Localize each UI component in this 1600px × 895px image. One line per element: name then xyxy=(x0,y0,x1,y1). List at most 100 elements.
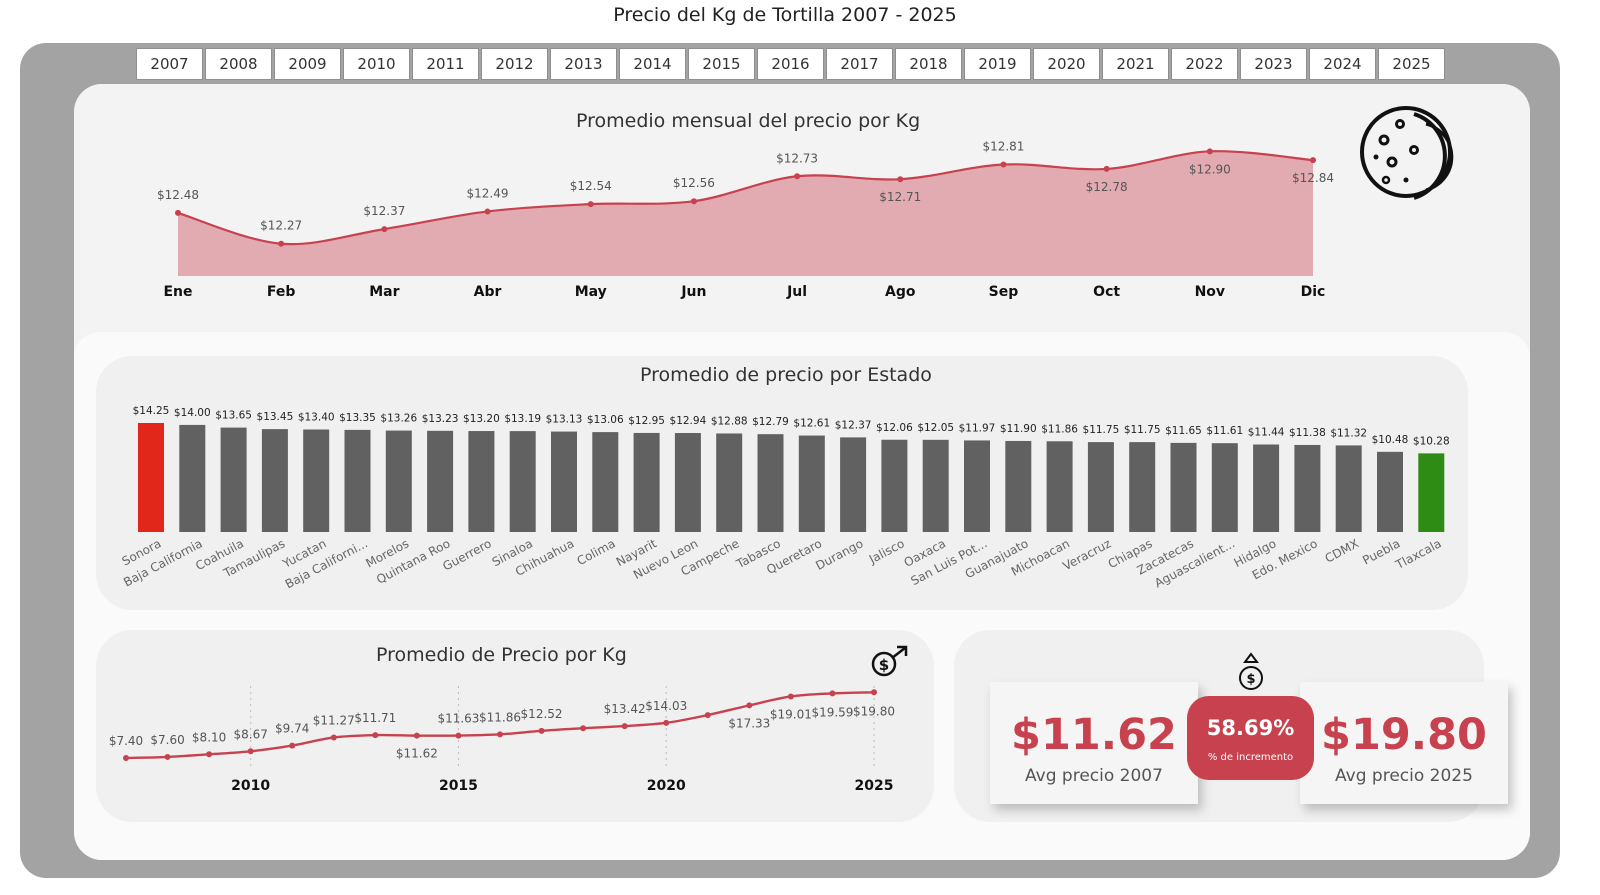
yearly-point[interactable] xyxy=(871,689,877,696)
yearly-point[interactable] xyxy=(704,712,711,719)
yearly-point[interactable] xyxy=(413,732,420,739)
state-bar[interactable] xyxy=(881,439,908,532)
yearly-value-label: $19.59 xyxy=(811,705,853,719)
state-bar[interactable] xyxy=(344,429,371,532)
state-bar[interactable] xyxy=(509,431,536,532)
yearly-point[interactable] xyxy=(746,702,753,709)
state-bar[interactable] xyxy=(592,432,619,532)
state-bar[interactable] xyxy=(757,434,784,532)
state-bar[interactable] xyxy=(1087,442,1114,532)
year-button-2009[interactable]: 2009 xyxy=(274,48,341,80)
year-button-2025[interactable]: 2025 xyxy=(1378,48,1445,80)
yearly-point[interactable] xyxy=(330,734,337,741)
yearly-point[interactable] xyxy=(787,693,794,700)
year-button-2012[interactable]: 2012 xyxy=(481,48,548,80)
year-button-2017[interactable]: 2017 xyxy=(826,48,893,80)
state-bar[interactable] xyxy=(1211,443,1238,532)
monthly-point[interactable] xyxy=(484,208,491,215)
year-button-2015[interactable]: 2015 xyxy=(688,48,755,80)
monthly-value-label: $12.73 xyxy=(776,151,818,165)
yearly-point[interactable] xyxy=(829,690,836,697)
state-category-label: CDMX xyxy=(1323,536,1362,565)
state-bar[interactable] xyxy=(427,430,454,532)
monthly-point[interactable] xyxy=(1310,157,1316,164)
state-value-label: $12.05 xyxy=(917,422,954,434)
state-bar[interactable] xyxy=(1377,451,1403,532)
monthly-point[interactable] xyxy=(1206,148,1213,155)
state-bar[interactable] xyxy=(385,430,412,532)
state-bar[interactable] xyxy=(1418,453,1445,532)
money-growth-icon: $ xyxy=(871,645,908,677)
yearly-point[interactable] xyxy=(289,742,296,749)
state-bar[interactable] xyxy=(138,423,164,532)
state-bar[interactable] xyxy=(1253,444,1280,532)
year-button-2007[interactable]: 2007 xyxy=(136,48,203,80)
state-bar[interactable] xyxy=(468,431,495,532)
monthly-month-label: Abr xyxy=(474,284,502,300)
monthly-point[interactable] xyxy=(1000,161,1007,168)
year-button-2013[interactable]: 2013 xyxy=(550,48,617,80)
state-bar[interactable] xyxy=(220,427,247,532)
yearly-point[interactable] xyxy=(580,725,587,732)
year-button-2021[interactable]: 2021 xyxy=(1102,48,1169,80)
monthly-point[interactable] xyxy=(690,198,697,205)
yearly-point[interactable] xyxy=(538,727,545,734)
state-category-label: Durango xyxy=(813,536,865,573)
monthly-point[interactable] xyxy=(381,226,388,233)
year-button-2023[interactable]: 2023 xyxy=(1240,48,1307,80)
page-title: Precio del Kg de Tortilla 2007 - 2025 xyxy=(613,4,957,26)
year-button-2014[interactable]: 2014 xyxy=(619,48,686,80)
yearly-point[interactable] xyxy=(372,732,379,739)
state-bar[interactable] xyxy=(261,429,288,532)
monthly-point[interactable] xyxy=(175,209,181,216)
yearly-point[interactable] xyxy=(247,748,254,755)
state-bar[interactable] xyxy=(964,440,990,532)
state-value-label: $12.88 xyxy=(711,415,748,427)
monthly-point[interactable] xyxy=(897,176,904,183)
state-bar[interactable] xyxy=(716,433,743,532)
yearly-point[interactable] xyxy=(206,751,213,758)
monthly-value-label: $12.71 xyxy=(879,190,921,204)
state-bar[interactable] xyxy=(551,431,577,532)
yearly-point[interactable] xyxy=(455,732,462,739)
state-bar[interactable] xyxy=(179,424,206,532)
year-button-2011[interactable]: 2011 xyxy=(412,48,479,80)
state-value-label: $13.23 xyxy=(422,413,459,425)
yearly-point[interactable] xyxy=(164,753,171,760)
state-bar[interactable] xyxy=(303,429,330,532)
yearly-point[interactable] xyxy=(497,731,503,738)
state-bar[interactable] xyxy=(633,432,660,532)
state-value-label: $11.86 xyxy=(1041,423,1078,435)
year-button-2020[interactable]: 2020 xyxy=(1033,48,1100,80)
year-button-2024[interactable]: 2024 xyxy=(1309,48,1376,80)
yearly-point[interactable] xyxy=(123,755,129,761)
state-bar[interactable] xyxy=(798,435,825,532)
state-bar[interactable] xyxy=(1005,440,1032,532)
increase-label: % de incremento xyxy=(1207,752,1294,763)
year-button-2016[interactable]: 2016 xyxy=(757,48,824,80)
monthly-month-label: Ene xyxy=(163,284,192,300)
year-button-2008[interactable]: 2008 xyxy=(205,48,272,80)
state-bar[interactable] xyxy=(674,433,701,532)
year-button-2022[interactable]: 2022 xyxy=(1171,48,1238,80)
monthly-point[interactable] xyxy=(1103,165,1110,172)
year-button-2018[interactable]: 2018 xyxy=(895,48,962,80)
state-bar[interactable] xyxy=(1294,444,1321,532)
state-bar[interactable] xyxy=(1129,442,1156,532)
state-bar[interactable] xyxy=(1335,445,1362,532)
year-button-2010[interactable]: 2010 xyxy=(343,48,410,80)
yearly-tick-label: 2020 xyxy=(647,778,686,794)
monthly-point[interactable] xyxy=(794,173,801,180)
monthly-point[interactable] xyxy=(278,240,285,247)
state-bar[interactable] xyxy=(1046,441,1073,532)
state-bar[interactable] xyxy=(1170,442,1197,532)
monthly-point[interactable] xyxy=(587,201,594,208)
yearly-card: Promedio de Precio por Kg $ 2010 2015 2020… xyxy=(96,630,934,822)
yearly-point[interactable] xyxy=(621,723,628,730)
yearly-point[interactable] xyxy=(663,719,670,726)
monthly-value-label: $12.48 xyxy=(157,188,199,202)
state-bar[interactable] xyxy=(840,437,867,532)
state-bar[interactable] xyxy=(922,439,949,532)
year-button-2019[interactable]: 2019 xyxy=(964,48,1031,80)
